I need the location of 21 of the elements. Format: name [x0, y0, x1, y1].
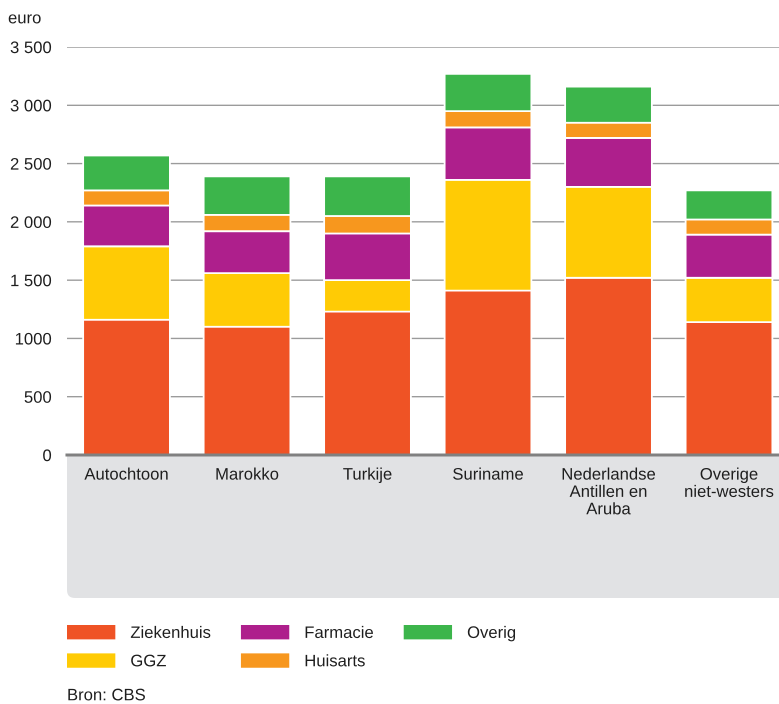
- x-tick-label: Suriname: [453, 468, 523, 480]
- legend-label: Ziekenhuis: [130, 626, 210, 638]
- legend-label: GGZ: [131, 654, 166, 666]
- legend-label: Overig: [468, 626, 516, 642]
- x-tick-label: Turkije: [343, 468, 392, 484]
- y-tick-label: 2 000: [10, 216, 52, 228]
- y-tick-label: 2 500: [10, 158, 52, 170]
- legend-label: Farmacie: [306, 626, 373, 638]
- x-tick-label: Nederlandse Antillen en Aruba: [562, 468, 656, 514]
- y-tick-label: 1000: [16, 332, 52, 345]
- legend-label: Huisarts: [306, 654, 365, 666]
- x-tick-label: Autochtoon: [84, 468, 168, 480]
- y-tick-label: 3 500: [10, 41, 52, 54]
- y-tick-label: 3 000: [10, 100, 52, 112]
- x-tick-label: Overige niet-westers: [685, 468, 774, 498]
- text: Bron: CBS: [68, 688, 145, 700]
- y-axis-title: euro: [8, 14, 41, 24]
- y-tick-label: 500: [24, 391, 52, 403]
- y-tick-label: 0: [43, 449, 52, 462]
- x-tick-label: Marokko: [216, 468, 278, 480]
- y-tick-label: 1 500: [11, 274, 52, 286]
